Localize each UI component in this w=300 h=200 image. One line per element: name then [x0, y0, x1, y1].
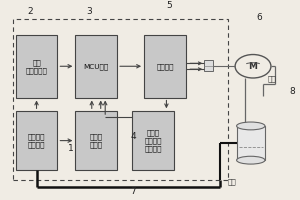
Bar — [204, 60, 213, 71]
Text: 8: 8 — [289, 87, 295, 96]
Ellipse shape — [237, 122, 265, 130]
Text: 5: 5 — [167, 1, 172, 10]
Bar — [16, 35, 57, 98]
Text: 驱动模块: 驱动模块 — [156, 63, 174, 70]
Text: 4: 4 — [131, 132, 137, 141]
Bar — [75, 111, 117, 170]
Text: 气路: 气路 — [228, 178, 236, 185]
Text: 1: 1 — [68, 144, 74, 153]
Bar — [237, 126, 265, 160]
Bar — [75, 35, 117, 98]
Ellipse shape — [237, 156, 265, 164]
Text: 温度检
则模块: 温度检 则模块 — [90, 133, 103, 148]
Text: 3: 3 — [86, 7, 92, 16]
Bar — [13, 19, 228, 180]
Text: 7: 7 — [131, 187, 137, 196]
Text: 气路: 气路 — [268, 76, 277, 82]
Text: 信号
抹处理模块: 信号 抹处理模块 — [26, 59, 47, 74]
Text: MCU模块: MCU模块 — [84, 63, 109, 70]
Text: M: M — [248, 62, 257, 71]
Bar — [16, 111, 57, 170]
Bar — [144, 35, 186, 98]
Text: 6: 6 — [256, 13, 262, 22]
Text: 真空泵
工作状态
检测模块: 真空泵 工作状态 检测模块 — [144, 129, 162, 152]
Text: 真空压力
检测模块: 真空压力 检测模块 — [28, 133, 45, 148]
Text: 2: 2 — [28, 7, 33, 16]
Bar — [132, 111, 174, 170]
